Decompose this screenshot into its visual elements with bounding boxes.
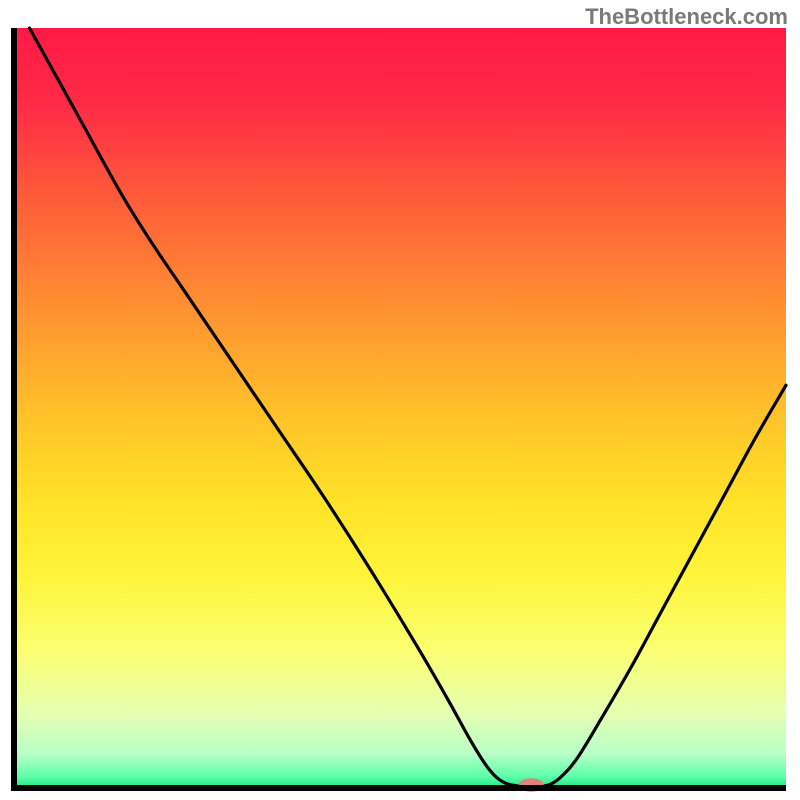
bottleneck-chart xyxy=(0,0,800,800)
chart-container: TheBottleneck.com xyxy=(0,0,800,800)
plot-background xyxy=(14,28,786,788)
